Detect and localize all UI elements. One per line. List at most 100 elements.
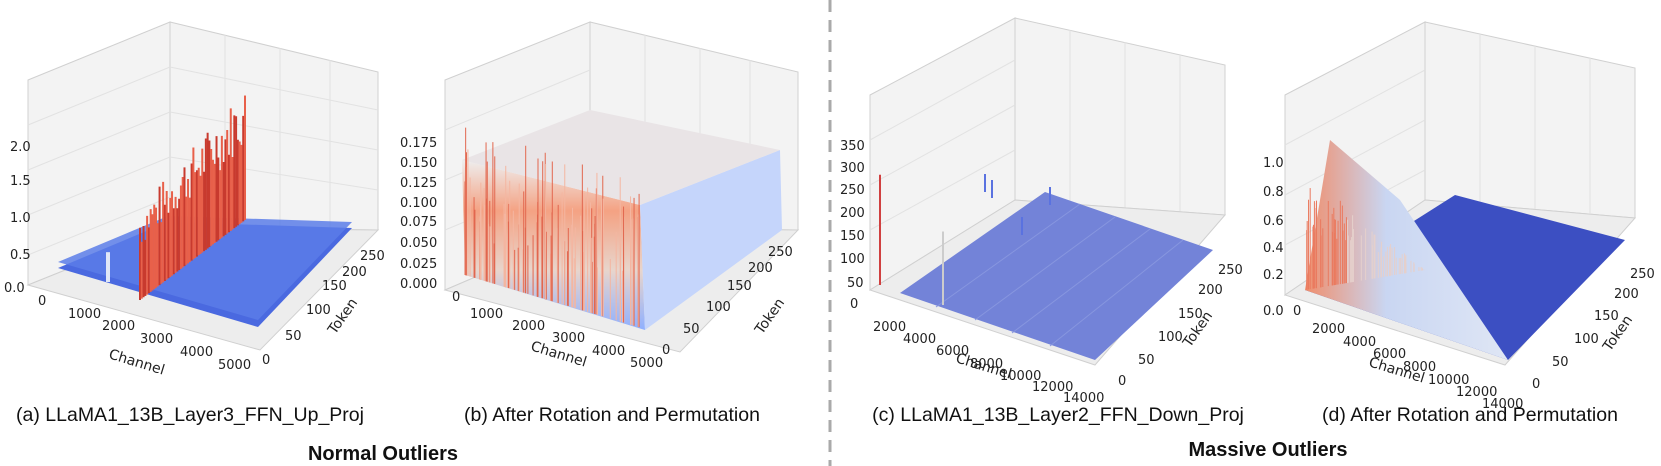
y-tick: 250: [1630, 267, 1655, 282]
x-tick: 2000: [873, 320, 906, 335]
x-tick: 3000: [140, 332, 173, 347]
z-tick: 100: [840, 252, 865, 267]
panel-a-x-ticks: 0 1000 2000 3000 4000 5000: [38, 294, 251, 373]
y-tick: 150: [1178, 307, 1203, 322]
panel-d-surface-ridge: [1305, 140, 1508, 360]
x-tick: 12000: [1032, 380, 1073, 395]
y-tick: 250: [360, 249, 385, 264]
z-tick: 150: [840, 229, 865, 244]
panel-a: 0.0 0.5 1.0 1.5 2.0 0 1000 2000 3000 400…: [4, 21, 385, 426]
z-tick: 0.6: [1263, 214, 1284, 229]
z-tick: 0.4: [1263, 241, 1284, 256]
z-tick: 200: [840, 206, 865, 221]
x-tick: 0: [1293, 304, 1301, 319]
z-tick: 0.8: [1263, 185, 1284, 200]
z-tick: 1.5: [10, 174, 31, 189]
x-tick: 14000: [1482, 397, 1523, 412]
z-tick: 50: [847, 276, 864, 291]
x-tick: 3000: [552, 331, 585, 346]
x-tick: 2000: [512, 319, 545, 334]
panel-b-surface-top: [462, 110, 780, 205]
y-tick: 100: [306, 303, 331, 318]
panel-c-y-ticks: 0 50 100 150 200 250: [1118, 263, 1243, 389]
panel-b-x-ticks: 0 1000 2000 3000 4000 5000: [452, 290, 663, 371]
z-tick: 0.050: [400, 236, 437, 251]
y-tick: 100: [1574, 332, 1599, 347]
z-tick: 0.075: [400, 215, 437, 230]
y-tick: 150: [322, 279, 347, 294]
y-tick: 100: [1158, 330, 1183, 345]
y-tick: 50: [683, 322, 700, 337]
panel-c-caption: (c) LLaMA1_13B_Layer2_FFN_Down_Proj: [872, 404, 1244, 426]
z-tick: 0.175: [400, 136, 437, 151]
x-tick: 5000: [218, 358, 251, 373]
x-tick: 4000: [1343, 335, 1376, 350]
panel-c-x-ticks: 2000 4000 6000 8000 10000 12000 14000: [873, 320, 1104, 406]
group-label-normal-outliers: Normal Outliers: [308, 443, 458, 465]
z-tick: 0.100: [400, 196, 437, 211]
y-tick: 150: [1594, 309, 1619, 324]
panel-d: 0.0 0.2 0.4 0.6 0.8 1.0 0 2000 4000 6000…: [1263, 21, 1655, 426]
x-tick: 12000: [1456, 385, 1497, 400]
panel-d-surface-base: [1305, 195, 1625, 360]
x-tick: 4000: [903, 332, 936, 347]
panel-b-caption: (b) After Rotation and Permutation: [464, 404, 760, 426]
panel-b-surface-side: [640, 150, 782, 330]
panel-c-grid: [869, 30, 1181, 231]
panel-a-caption: (a) LLaMA1_13B_Layer3_FFN_Up_Proj: [16, 404, 364, 426]
z-tick: 0.025: [400, 257, 437, 272]
panel-b: 0.000 0.025 0.050 0.075 0.100 0.125 0.15…: [400, 21, 800, 426]
panel-d-y-ticks: 0 50 100 150 200 250: [1532, 267, 1655, 392]
x-tick: 4000: [180, 345, 213, 360]
z-tick: 300: [840, 161, 865, 176]
x-tick: 8000: [1403, 360, 1436, 375]
x-tick: 8000: [970, 357, 1003, 372]
panel-d-x-ticks: 0 2000 4000 6000 8000 10000 12000 14000: [1293, 304, 1523, 412]
panel-a-surface-top: [58, 216, 352, 320]
group-label-massive-outliers: Massive Outliers: [1189, 439, 1348, 461]
panel-c-outlier-spikes: [879, 174, 1051, 305]
panel-d-outlier-spikes: [1306, 188, 1425, 290]
x-tick: 1000: [470, 307, 503, 322]
panel-c: 0 50 100 150 200 250 300 350 2000 4000 6…: [840, 17, 1244, 426]
x-axis-label: Channel: [107, 347, 167, 379]
y-tick: 0: [1532, 377, 1540, 392]
y-tick: 200: [1198, 283, 1223, 298]
y-tick: 0: [1118, 374, 1126, 389]
z-tick: 350: [840, 139, 865, 154]
y-tick: 100: [706, 300, 731, 315]
y-tick: 0: [262, 353, 270, 368]
x-tick: 5000: [630, 356, 663, 371]
x-tick: 14000: [1063, 391, 1104, 406]
x-tick: 0: [452, 290, 460, 305]
x-tick: 0: [38, 294, 46, 309]
z-tick: 2.0: [10, 140, 31, 155]
z-tick: 0.000: [400, 277, 437, 292]
x-tick: 6000: [936, 344, 969, 359]
x-tick: 1000: [68, 307, 101, 322]
y-tick: 200: [748, 261, 773, 276]
z-tick: 0.125: [400, 176, 437, 191]
z-tick: 0: [850, 297, 858, 312]
y-tick: 50: [1138, 353, 1155, 368]
y-tick: 0: [662, 343, 670, 358]
panel-c-surface-grid: [935, 203, 1184, 347]
x-tick: 2000: [1312, 322, 1345, 337]
y-tick: 200: [342, 265, 367, 280]
panel-b-noise-lines: [464, 127, 640, 328]
z-tick: 250: [840, 183, 865, 198]
x-tick: 10000: [1428, 373, 1469, 388]
panel-a-outlier-spikes: [106, 95, 246, 300]
x-tick: 4000: [592, 344, 625, 359]
panel-a-y-ticks: 0 50 100 150 200 250: [262, 249, 385, 368]
z-tick: 0.0: [4, 281, 25, 296]
z-tick: 0.150: [400, 156, 437, 171]
y-tick: 250: [1218, 263, 1243, 278]
panel-d-z-ticks: 0.0 0.2 0.4 0.6 0.8 1.0: [1263, 156, 1284, 319]
x-tick: 2000: [102, 319, 135, 334]
panel-a-z-ticks: 0.0 0.5 1.0 1.5 2.0: [4, 140, 31, 296]
y-tick: 250: [768, 245, 793, 260]
panel-c-z-ticks: 0 50 100 150 200 250 300 350: [840, 139, 865, 312]
panel-a-grid: [27, 35, 379, 256]
